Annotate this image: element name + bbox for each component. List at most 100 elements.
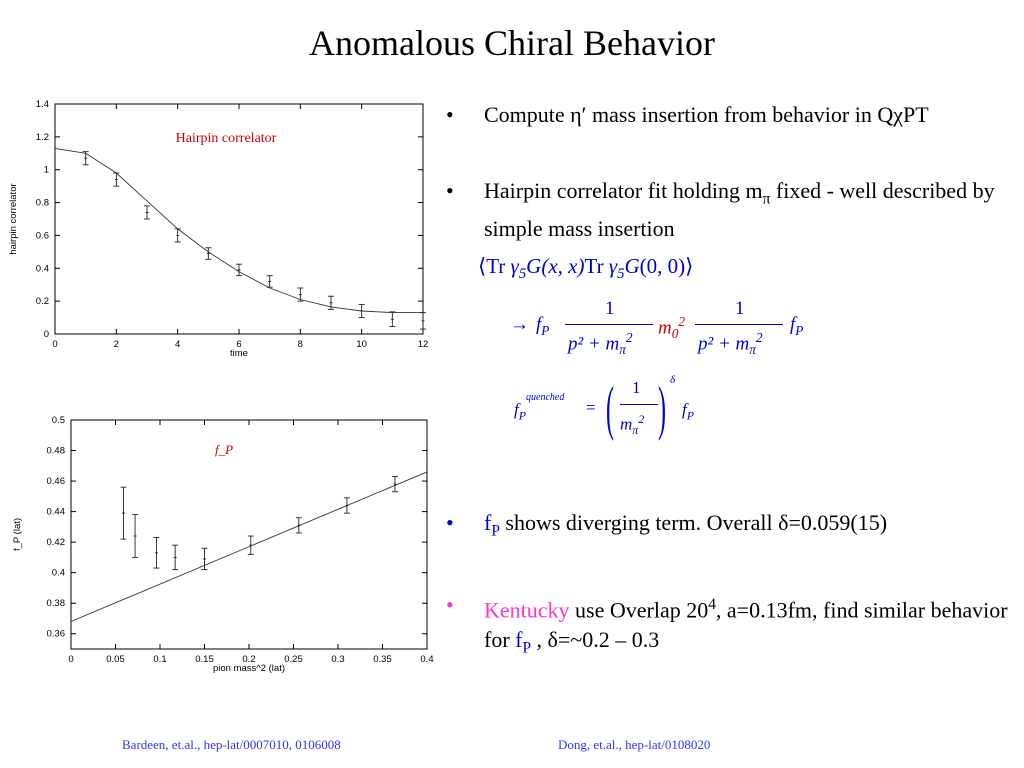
x-tick-label: 4 — [175, 339, 180, 350]
eq-text: G — [624, 254, 640, 278]
y-tick-label: 1 — [44, 165, 49, 176]
eq-sub: P — [518, 408, 526, 423]
footer-citation-left[interactable]: Bardeen, et.al., hep-lat/0007010, 010600… — [122, 737, 341, 752]
chi-symbol: χ — [893, 102, 903, 127]
eq-sup: 2 — [625, 330, 633, 345]
bullet-text: use Overlap 20 — [569, 597, 709, 623]
quenched-label: quenched — [526, 392, 565, 403]
y-tick-label: 1.2 — [36, 132, 49, 143]
equation-mass-insertion: → fP 1 p² + mπ2 m02 1 p² + mπ2 fP — [510, 298, 830, 368]
bullet-dot: • — [446, 102, 454, 127]
x-tick-label: 6 — [236, 339, 241, 350]
eq-equals: = — [586, 398, 596, 417]
bullet-3: • fP shows diverging term. Overall δ=0.0… — [446, 508, 1021, 546]
y-tick-label: 0.5 — [52, 415, 65, 426]
x-tick-label: 2 — [114, 339, 119, 350]
eq-text: γ — [510, 254, 519, 278]
y-tick-label: 0.4 — [52, 568, 65, 579]
x-axis-label: pion mass^2 (lat) — [213, 663, 285, 674]
bullet-text: fixed - well described by simple mass in… — [484, 178, 995, 242]
chart-title: Hairpin correlator — [176, 131, 277, 146]
left-paren: ( — [606, 375, 614, 441]
y-tick-label: 0.2 — [36, 296, 49, 307]
y-tick-label: 0.6 — [36, 230, 49, 241]
right-paren: ) — [658, 375, 666, 441]
eq-denominator: p² + m — [698, 333, 750, 355]
x-tick-label: 0.3 — [331, 654, 344, 665]
fraction-bar — [620, 404, 658, 405]
y-tick-label: 0.48 — [47, 446, 66, 457]
eq-text: f — [536, 314, 542, 335]
y-tick-label: 0.38 — [47, 598, 66, 609]
bullet-1-text: Compute η′ mass insertion from behavior … — [484, 100, 1021, 130]
eq-sup: 2 — [638, 412, 645, 426]
arrow-icon: → — [510, 314, 529, 335]
bullet-dot: • — [446, 592, 454, 617]
eq-text: (x, x) — [541, 254, 585, 278]
bullet-text: =~0.2 – 0.3 — [557, 627, 660, 653]
x-tick-label: 0.1 — [153, 654, 166, 665]
bullet-4-text: Kentucky use Overlap 204, a=0.13fm, find… — [484, 590, 1021, 664]
bullet-2-text: Hairpin correlator fit holding mπ fixed … — [484, 176, 1021, 244]
delta-exponent: δ — [670, 374, 676, 386]
kentucky-link[interactable]: Kentucky — [484, 597, 570, 623]
bullet-3-text: fP shows diverging term. Overall δ=0.059… — [484, 508, 1021, 546]
y-tick-label: 0.42 — [47, 537, 66, 548]
eta-symbol: η′ — [570, 102, 587, 127]
fp-chart: 0 0.05 0.1 0.15 0.2 0.25 0.3 0.35 0.4 0.36 0.38 0.4… — [12, 415, 434, 674]
bullet-text: shows diverging term. Overall — [499, 510, 779, 535]
x-tick-label: 0.2 — [242, 654, 255, 665]
x-tick-label: 12 — [418, 339, 429, 350]
equation-quenched: fP quenched = ( 1 mπ2 ) δ fP — [514, 374, 714, 446]
y-tick-label: 0 — [44, 329, 49, 340]
bullet-text: Hairpin correlator fit holding m — [484, 178, 763, 203]
eq-sup: 2 — [678, 314, 686, 329]
bullet-text: =0.059(15) — [788, 510, 888, 535]
eq-sup: 2 — [755, 330, 763, 345]
fp-symbol: f — [484, 510, 492, 535]
x-tick-label: 0.4 — [420, 654, 433, 665]
bullet-text: , a=0.13fm, find similar behavior for — [484, 597, 1008, 653]
equation-correlator: ⟨Tr γ5G(x, x)Tr γ5G(0, 0)⟩ — [478, 254, 693, 283]
y-tick-label: 0.44 — [47, 507, 66, 518]
x-tick-label: 0 — [52, 339, 57, 350]
x-tick-label: 8 — [298, 339, 303, 350]
eq-sub: π — [619, 342, 626, 358]
x-tick-label: 0 — [68, 654, 73, 665]
pi-subscript: π — [762, 190, 771, 208]
eq-sub: 0 — [671, 326, 679, 342]
fp-subscript: P — [491, 522, 500, 540]
footer-citation-right[interactable]: Dong, et.al., hep-lat/0108020 — [558, 737, 711, 752]
eq-denominator: p² + m — [568, 333, 620, 355]
fraction-bar — [565, 324, 653, 325]
eq-numerator: 1 — [605, 298, 615, 319]
y-axis-label: f_P (lat) — [12, 518, 23, 551]
hairpin-correlator-chart: 0 2 4 6 8 10 12 0 0.2 0.4 0.6 0.8 1 1.2 1.4 time hairpin… — [8, 99, 429, 359]
eq-numerator: 1 — [632, 378, 641, 397]
fp-subscript: P — [522, 639, 532, 657]
slide-title: Anomalous Chiral Behavior — [309, 23, 715, 63]
eq-sub: P — [541, 322, 550, 338]
eq-sub: π — [749, 342, 756, 358]
fit-curve — [54, 147, 423, 314]
eq-numerator: 1 — [735, 298, 745, 319]
x-tick-label: 0.15 — [195, 654, 214, 665]
bullet-text: PT — [903, 102, 929, 127]
y-tick-label: 0.8 — [36, 198, 49, 209]
superscript: 4 — [708, 596, 716, 613]
fp-symbol: f — [515, 627, 523, 653]
x-tick-label: 10 — [356, 339, 367, 350]
chart-title: f_P — [215, 442, 233, 457]
eq-sub: 5 — [518, 266, 527, 283]
eq-text: γ — [608, 254, 618, 278]
eq-text: Tr — [584, 254, 604, 278]
x-axis-label: time — [230, 348, 248, 359]
y-axis-label: hairpin correlator — [8, 183, 19, 254]
eq-bracket: ⟨ — [478, 254, 487, 278]
eq-bracket: ⟩ — [685, 254, 694, 278]
bullet-dot: • — [446, 510, 454, 535]
delta-symbol: δ — [547, 627, 558, 653]
eq-text: f — [682, 400, 687, 419]
y-tick-label: 0.36 — [47, 629, 66, 640]
eq-sub: P — [686, 408, 694, 423]
